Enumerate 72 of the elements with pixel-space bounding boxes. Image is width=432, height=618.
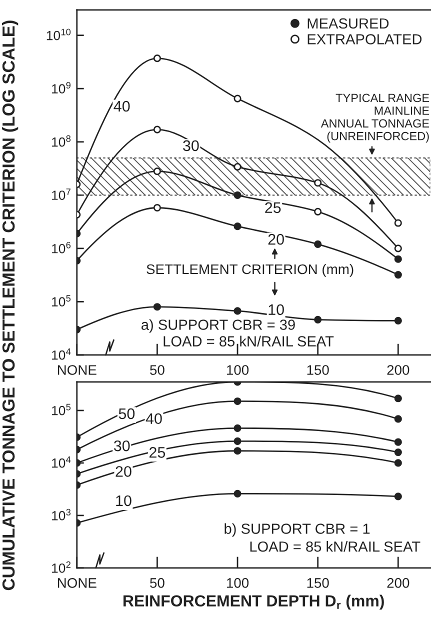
point [234, 94, 242, 102]
y-tick-label: 10$^{5}$ [52, 404, 71, 416]
annotation: 40 [114, 100, 130, 112]
point [394, 244, 402, 252]
point [394, 448, 402, 456]
annotation: 50 [118, 408, 135, 420]
y-tick-label: 10$^{7}$ [52, 188, 70, 200]
x-tick-label: 50 [150, 365, 164, 375]
point [234, 437, 242, 445]
annotation: 25 [149, 447, 166, 458]
annotation: 20 [268, 234, 284, 245]
point [153, 303, 162, 311]
point [394, 270, 402, 279]
point [153, 126, 162, 134]
text: b) SUPPORT CBR = 1 [224, 523, 370, 537]
point [394, 459, 402, 467]
annotation: 40 [146, 413, 162, 424]
x-tick-label: 50 [150, 578, 164, 588]
point [234, 490, 242, 498]
y-tick-label: 10$^{2}$ [52, 561, 70, 573]
point [234, 222, 242, 230]
point [153, 168, 162, 176]
annotation: 30 [114, 440, 130, 452]
point [394, 316, 402, 324]
annotation: SETTLEMENT CRITERION (mm) [146, 264, 354, 277]
point [314, 179, 322, 187]
x-tick-label: 150 [307, 578, 329, 588]
text: LOAD = 85 kN/RAIL SEAT [164, 336, 334, 346]
y-tick-label: 10$^{3}$ [52, 508, 71, 520]
annotation: 25 [265, 202, 281, 214]
y-tick-label: 10$^{4}$ [52, 348, 71, 360]
y-tick-label: 10$^{8}$ [52, 135, 71, 147]
text: a) SUPPORT CBR = 39 [142, 319, 295, 333]
point [394, 415, 402, 423]
y-tick-label: 10$^{5}$ [52, 295, 71, 306]
point [234, 447, 242, 455]
point [314, 240, 322, 248]
x-tick-label: 200 [387, 365, 410, 375]
y-tick-label: 10$^{9}$ [52, 82, 71, 94]
x-tick-label: 100 [226, 365, 249, 375]
annotation: 30 [183, 140, 199, 152]
text: LOAD = 85 kN/RAIL SEAT [250, 541, 420, 552]
point [234, 424, 242, 432]
legend-label: MEASURED [308, 18, 389, 29]
legend-label: EXTRAPOLATED [308, 34, 422, 44]
x-tick-label: 200 [387, 578, 410, 588]
annotation: 20 [116, 466, 132, 477]
point [153, 204, 162, 212]
annotation: 10 [268, 304, 284, 316]
point [394, 255, 402, 263]
point [234, 163, 242, 171]
x-tick-label: NONE [58, 365, 96, 375]
point [153, 54, 162, 62]
annotation: 10 [116, 495, 132, 506]
point [394, 438, 402, 446]
x-axis-title: REINFORCEMENT DEPTH D$_{r}$ (mm) [124, 594, 384, 610]
point [314, 316, 322, 324]
y-tick-label: 10$^{10}$ [46, 28, 71, 40]
point [394, 219, 402, 227]
point [394, 492, 402, 500]
x-tick-label: 150 [307, 365, 329, 375]
y-axis-title: CUMULATIVE TONNAGE TO SETTLEMENT CRITERION (LOG SCALE) [2, 20, 18, 590]
point [314, 208, 322, 216]
point [394, 394, 402, 402]
x-tick-label: NONE [58, 578, 96, 588]
point [234, 397, 242, 406]
point [234, 307, 242, 315]
y-tick-label: 10$^{4}$ [52, 456, 71, 468]
band-label: TYPICAL RANGE MAINLINE ANNUAL TONNAGE (UNREINFORCED) [320, 94, 430, 143]
x-tick-label: 100 [226, 578, 249, 588]
point [234, 191, 242, 199]
y-tick-label: 10$^{6}$ [52, 242, 71, 254]
